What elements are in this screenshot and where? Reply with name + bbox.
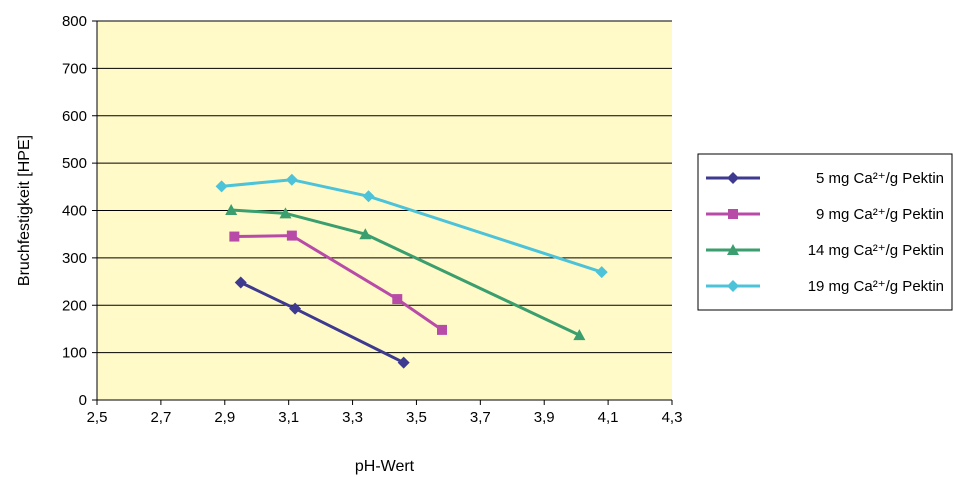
legend-swatch-marker xyxy=(727,172,739,184)
legend-label: 19 mg Ca²⁺/g Pektin xyxy=(808,278,944,295)
data-point xyxy=(225,204,238,216)
x-axis-label: pH-Wert xyxy=(355,458,415,475)
x-axis-ticks: 2,5 2,7 2,9 3,1 3,3 3,5 3,7 3,9 4,1 4,3 xyxy=(87,400,683,426)
series-line xyxy=(221,178,603,274)
series-1 xyxy=(234,276,410,369)
data-point xyxy=(359,228,372,240)
legend-box xyxy=(697,153,953,311)
data-point xyxy=(392,294,403,305)
legend-item: 19 mg Ca²⁺/g Pektin xyxy=(706,278,944,295)
data-point xyxy=(595,266,608,279)
legend-item: 14 mg Ca²⁺/g Pektin xyxy=(706,242,944,259)
legend-label: 5 mg Ca²⁺/g Pektin xyxy=(816,170,944,187)
x-tick-label: 4,1 xyxy=(598,409,619,426)
legend-label: 9 mg Ca²⁺/g Pektin xyxy=(816,206,944,223)
series-line xyxy=(231,208,581,337)
y-tick-label: 200 xyxy=(62,297,87,314)
data-point xyxy=(279,207,292,219)
series-4 xyxy=(215,173,608,279)
legend-swatch-marker xyxy=(728,209,738,219)
data-point xyxy=(234,276,247,289)
x-tick-label: 2,9 xyxy=(214,409,235,426)
y-tick-label: 300 xyxy=(62,250,87,267)
y-tick-label: 600 xyxy=(62,108,87,125)
series-layer xyxy=(215,173,608,369)
data-point xyxy=(286,230,297,241)
y-tick-label: 500 xyxy=(62,155,87,172)
data-point xyxy=(289,302,302,315)
y-axis-label: Bruchfestigkeit [HPE] xyxy=(16,135,33,286)
x-tick-label: 2,7 xyxy=(150,409,171,426)
y-axis-ticks: 0 100 200 300 400 500 600 700 800 xyxy=(62,13,97,409)
y-tick-label: 400 xyxy=(62,203,87,220)
legend-label: 14 mg Ca²⁺/g Pektin xyxy=(808,242,944,259)
legend: 5 mg Ca²⁺/g Pektin 9 mg Ca²⁺/g Pektin 14 m… xyxy=(697,153,953,311)
series-line xyxy=(234,234,443,332)
x-tick-label: 3,3 xyxy=(342,409,363,426)
x-tick-label: 3,1 xyxy=(278,409,299,426)
legend-swatch-marker xyxy=(727,244,739,255)
data-point xyxy=(397,356,410,369)
x-tick-label: 3,5 xyxy=(406,409,427,426)
data-point xyxy=(437,324,447,335)
x-tick-label: 3,7 xyxy=(470,409,491,426)
series-3 xyxy=(225,204,586,341)
data-point xyxy=(362,190,375,203)
data-point xyxy=(229,231,240,242)
x-tick-label: 4,3 xyxy=(662,409,683,426)
y-tick-label: 800 xyxy=(62,13,87,30)
gridlines xyxy=(97,20,672,354)
legend-swatch-marker xyxy=(727,280,739,292)
data-point xyxy=(573,329,586,341)
y-tick-label: 100 xyxy=(62,345,87,362)
y-tick-label: 0 xyxy=(79,392,87,409)
x-tick-label: 2,5 xyxy=(87,409,108,426)
legend-item: 9 mg Ca²⁺/g Pektin xyxy=(706,206,944,223)
x-tick-label: 3,9 xyxy=(534,409,555,426)
series-2 xyxy=(229,230,447,335)
y-tick-label: 700 xyxy=(62,60,87,77)
data-point xyxy=(285,173,298,186)
legend-item: 5 mg Ca²⁺/g Pektin xyxy=(706,170,944,187)
data-point xyxy=(215,180,228,193)
